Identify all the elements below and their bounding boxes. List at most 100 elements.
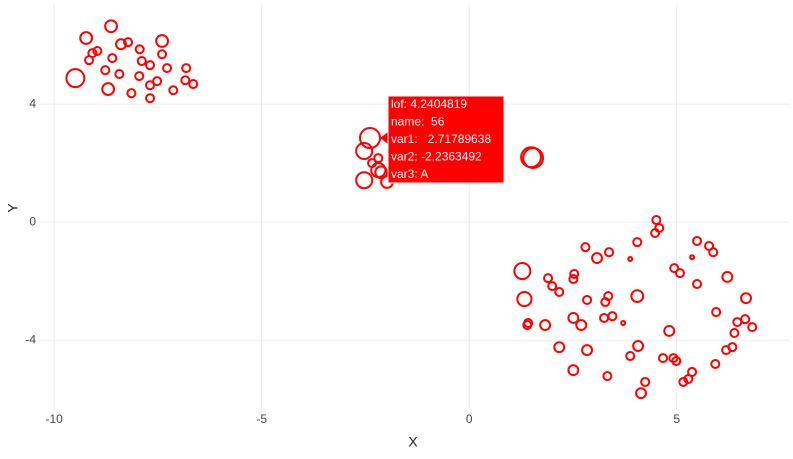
point xyxy=(522,320,533,331)
tooltip-box xyxy=(387,95,505,184)
point xyxy=(569,269,580,280)
point xyxy=(145,93,156,104)
point xyxy=(729,327,740,339)
tooltip-line: var3: A xyxy=(391,167,428,181)
point xyxy=(162,63,173,74)
point xyxy=(123,37,134,48)
point xyxy=(145,80,156,91)
point xyxy=(721,271,734,283)
x-tick-label: -5 xyxy=(256,412,267,426)
point xyxy=(115,38,127,51)
point xyxy=(101,82,116,96)
x-tick-label: -10 xyxy=(46,412,64,426)
y-tick-label: 0 xyxy=(29,214,36,228)
point xyxy=(640,376,651,387)
point xyxy=(708,247,719,258)
point xyxy=(740,292,752,305)
point xyxy=(168,85,179,96)
point xyxy=(678,376,689,387)
point xyxy=(155,34,169,48)
grid: -10 -5 0 5 -4 0 4 xyxy=(25,5,790,426)
point xyxy=(547,281,558,292)
point xyxy=(602,371,613,382)
point xyxy=(740,314,751,325)
point xyxy=(627,255,634,262)
point xyxy=(84,55,95,66)
point xyxy=(126,88,137,99)
x-tick-label: 0 xyxy=(466,412,473,426)
point xyxy=(374,165,389,180)
point xyxy=(553,341,566,354)
tooltip-line: var2: -2.2363492 xyxy=(391,150,482,164)
point xyxy=(355,141,374,161)
point xyxy=(669,263,680,274)
tooltip-pointer xyxy=(380,132,388,144)
point xyxy=(516,291,533,308)
point xyxy=(567,364,580,377)
x-tick-label: 5 xyxy=(673,412,680,426)
tooltip-line: var1: 2.71789638 xyxy=(391,132,491,146)
point xyxy=(513,262,532,281)
point xyxy=(632,237,643,248)
point xyxy=(635,387,647,400)
y-tick-label: -4 xyxy=(25,332,36,346)
point xyxy=(79,31,94,45)
y-tick-label: 4 xyxy=(29,96,36,110)
point xyxy=(692,279,703,290)
point xyxy=(580,242,591,253)
point xyxy=(710,358,721,369)
point xyxy=(567,312,580,324)
point xyxy=(651,215,662,226)
point xyxy=(134,71,145,82)
point xyxy=(520,146,542,169)
point xyxy=(630,289,645,304)
point xyxy=(152,76,163,87)
point xyxy=(543,273,554,284)
point xyxy=(607,311,618,322)
point xyxy=(604,247,615,258)
point xyxy=(539,319,552,332)
point xyxy=(721,345,732,356)
point xyxy=(181,63,192,74)
point xyxy=(675,268,686,279)
point xyxy=(359,127,382,150)
point xyxy=(107,53,118,64)
point xyxy=(600,297,611,308)
point xyxy=(554,286,565,298)
point xyxy=(650,228,661,239)
point xyxy=(663,324,676,337)
point xyxy=(180,75,191,86)
point xyxy=(692,235,703,246)
tooltip-line: name: 56 xyxy=(391,115,445,129)
point xyxy=(355,171,374,190)
point xyxy=(188,79,199,90)
point xyxy=(373,153,384,164)
point xyxy=(134,44,145,55)
point xyxy=(568,274,579,285)
point xyxy=(657,353,669,364)
tooltip: lof: 4.2404819 name: 56 var1: 2.71789638 va… xyxy=(380,95,505,184)
tooltip-line: lof: 4.2404819 xyxy=(391,97,467,111)
y-axis-title: Y xyxy=(5,203,21,213)
point xyxy=(575,319,588,332)
point xyxy=(65,68,86,89)
point xyxy=(747,322,758,333)
point xyxy=(581,344,594,357)
point xyxy=(689,254,696,261)
point xyxy=(104,19,118,34)
point xyxy=(732,317,743,328)
point xyxy=(632,340,645,352)
point xyxy=(591,252,603,265)
point xyxy=(92,46,103,57)
x-axis-title: X xyxy=(408,434,418,450)
point xyxy=(625,351,636,362)
point xyxy=(599,312,610,323)
points xyxy=(65,19,758,400)
point xyxy=(620,319,627,326)
point xyxy=(582,294,593,305)
point xyxy=(370,162,387,179)
point xyxy=(136,56,147,67)
point xyxy=(100,65,111,76)
point xyxy=(671,356,682,367)
